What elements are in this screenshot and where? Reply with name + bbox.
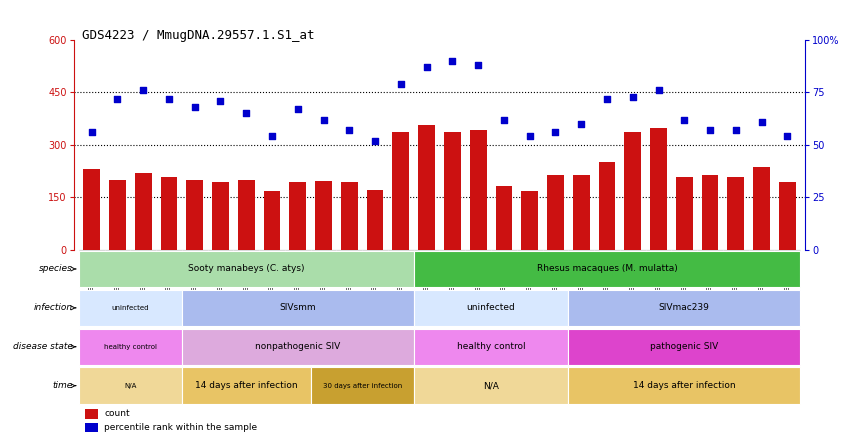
- Bar: [568, 329, 800, 365]
- Point: [651, 87, 665, 94]
- Bar: [315, 181, 332, 250]
- Point: [471, 62, 485, 69]
- Bar: [572, 175, 590, 250]
- Text: count: count: [104, 409, 130, 418]
- Bar: [182, 329, 414, 365]
- Text: uninfected: uninfected: [112, 305, 149, 311]
- Bar: [212, 182, 229, 250]
- Text: time: time: [53, 381, 73, 390]
- Point: [85, 129, 99, 136]
- Bar: [779, 182, 796, 250]
- Bar: [85, 409, 98, 419]
- Bar: [341, 182, 358, 250]
- Point: [111, 95, 125, 102]
- Bar: [753, 167, 770, 250]
- Point: [342, 127, 356, 134]
- Bar: [135, 173, 152, 250]
- Bar: [414, 251, 800, 287]
- Point: [497, 116, 511, 123]
- Point: [265, 133, 279, 140]
- Text: infection: infection: [34, 303, 73, 313]
- Point: [523, 133, 537, 140]
- Text: SIVmac239: SIVmac239: [659, 303, 710, 313]
- Text: N/A: N/A: [483, 381, 499, 390]
- Bar: [263, 191, 281, 250]
- Text: 14 days after infection: 14 days after infection: [633, 381, 735, 390]
- Bar: [79, 368, 182, 404]
- Bar: [83, 169, 100, 250]
- Bar: [414, 329, 568, 365]
- Bar: [79, 329, 182, 365]
- Text: GDS4223 / MmugDNA.29557.1.S1_at: GDS4223 / MmugDNA.29557.1.S1_at: [82, 29, 314, 42]
- Bar: [414, 368, 568, 404]
- Bar: [238, 180, 255, 250]
- Bar: [289, 182, 307, 250]
- Bar: [568, 368, 800, 404]
- Point: [136, 87, 150, 94]
- Bar: [311, 368, 414, 404]
- Text: uninfected: uninfected: [467, 303, 515, 313]
- Text: percentile rank within the sample: percentile rank within the sample: [104, 423, 257, 432]
- Point: [729, 127, 743, 134]
- Text: 30 days after infection: 30 days after infection: [322, 383, 402, 389]
- Bar: [650, 128, 667, 250]
- Text: N/A: N/A: [124, 383, 137, 389]
- Point: [548, 129, 562, 136]
- Bar: [182, 368, 311, 404]
- Text: pathogenic SIV: pathogenic SIV: [650, 342, 719, 351]
- Bar: [186, 180, 204, 250]
- Point: [626, 93, 640, 100]
- Point: [780, 133, 794, 140]
- Bar: [727, 177, 744, 250]
- Bar: [418, 125, 435, 250]
- Bar: [109, 180, 126, 250]
- Bar: [521, 191, 538, 250]
- Point: [600, 95, 614, 102]
- Text: nonpathogenic SIV: nonpathogenic SIV: [255, 342, 340, 351]
- Bar: [392, 132, 410, 250]
- Bar: [182, 289, 414, 326]
- Text: disease state: disease state: [13, 342, 73, 351]
- Text: species: species: [39, 265, 73, 274]
- Bar: [160, 177, 178, 250]
- Bar: [598, 162, 616, 250]
- Text: Sooty manabeys (C. atys): Sooty manabeys (C. atys): [188, 265, 305, 274]
- Point: [239, 110, 253, 117]
- Bar: [366, 190, 384, 250]
- Bar: [675, 177, 693, 250]
- Bar: [85, 423, 98, 432]
- Point: [754, 118, 768, 125]
- Text: healthy control: healthy control: [456, 342, 526, 351]
- Text: Rhesus macaques (M. mulatta): Rhesus macaques (M. mulatta): [537, 265, 677, 274]
- Bar: [79, 289, 182, 326]
- Text: SIVsmm: SIVsmm: [280, 303, 316, 313]
- Bar: [495, 186, 513, 250]
- Point: [162, 95, 176, 102]
- Point: [703, 127, 717, 134]
- Bar: [624, 132, 641, 250]
- Point: [394, 80, 408, 87]
- Point: [188, 103, 202, 111]
- Point: [291, 106, 305, 113]
- Bar: [79, 251, 414, 287]
- Bar: [568, 289, 800, 326]
- Bar: [414, 289, 568, 326]
- Point: [368, 137, 382, 144]
- Bar: [469, 130, 487, 250]
- Bar: [701, 175, 719, 250]
- Bar: [444, 132, 461, 250]
- Point: [574, 120, 588, 127]
- Bar: [547, 175, 564, 250]
- Point: [677, 116, 691, 123]
- Text: 14 days after infection: 14 days after infection: [195, 381, 298, 390]
- Text: healthy control: healthy control: [104, 344, 157, 350]
- Point: [445, 57, 459, 64]
- Point: [420, 63, 434, 71]
- Point: [214, 97, 228, 104]
- Point: [317, 116, 331, 123]
